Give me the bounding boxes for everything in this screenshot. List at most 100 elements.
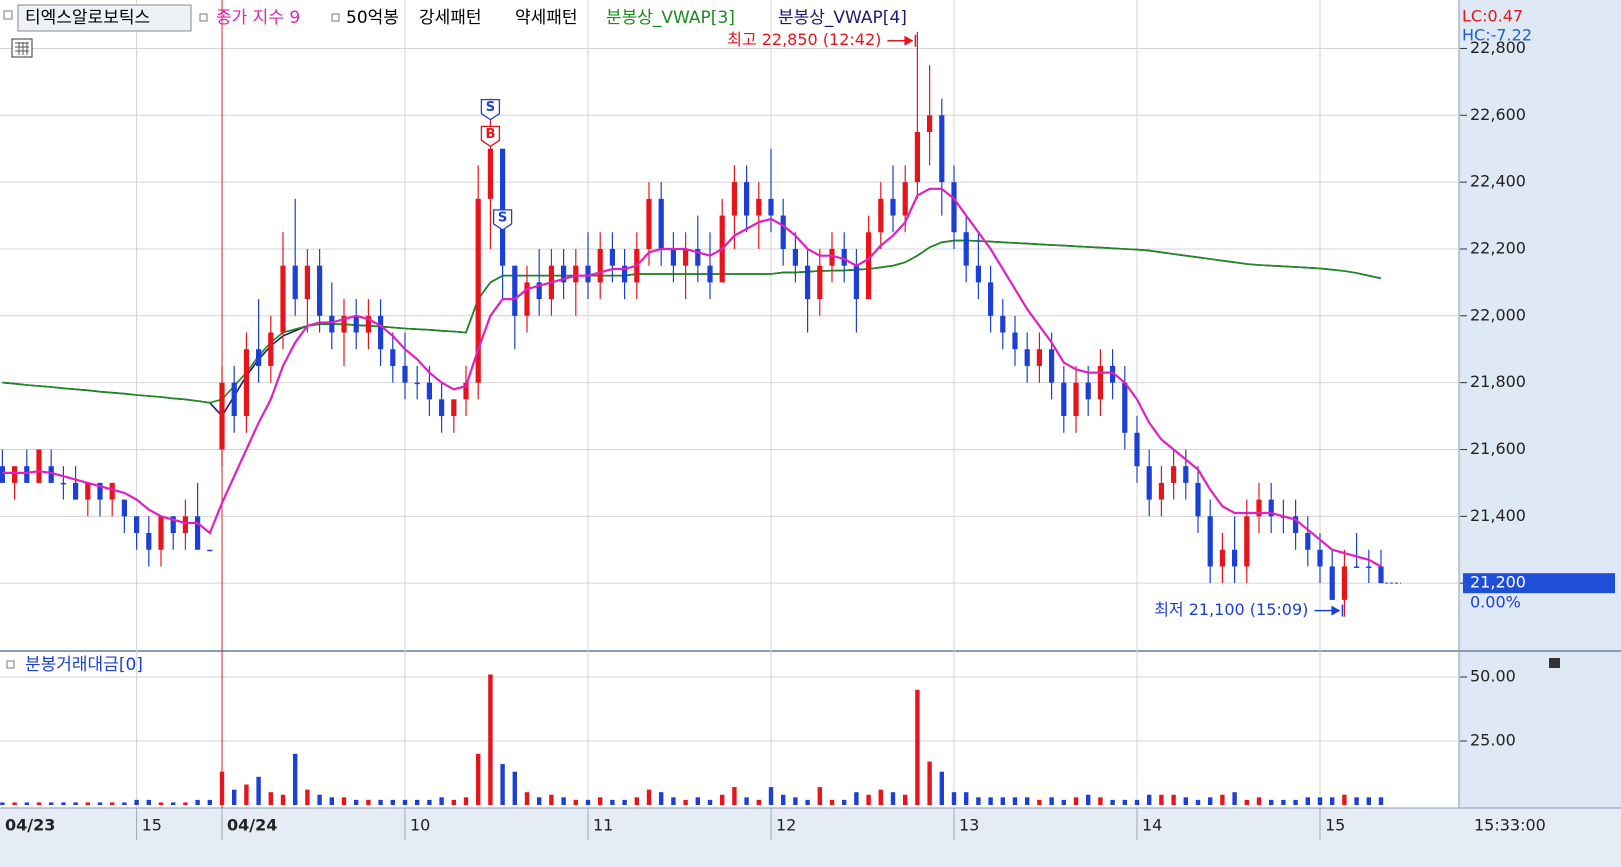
volume-bar xyxy=(1061,799,1066,805)
candle-body xyxy=(170,516,176,534)
volume-bar xyxy=(488,674,493,805)
volume-bar xyxy=(695,797,700,805)
volume-bar xyxy=(1134,799,1140,805)
candle-body xyxy=(231,382,237,417)
volume-bar xyxy=(854,792,859,805)
candle-body xyxy=(1329,566,1335,600)
y-tick-label: 22,000 xyxy=(1470,305,1526,324)
x-tick-label: 13 xyxy=(959,816,979,835)
volume-bar xyxy=(12,802,17,805)
grid xyxy=(0,0,1458,808)
candle-body xyxy=(1049,349,1055,383)
volume-bar xyxy=(951,792,957,805)
volume-bar xyxy=(573,799,578,805)
volume-bar xyxy=(561,797,566,805)
annotation: 최고 22,850 (12:42) xyxy=(727,30,881,49)
volume-bar xyxy=(268,792,273,805)
indicator[interactable]: 강세패턴 xyxy=(419,8,482,28)
volume-bar xyxy=(524,792,530,805)
volume-bar xyxy=(439,797,444,805)
table-icon[interactable] xyxy=(11,38,33,58)
volume-bar xyxy=(1378,797,1384,805)
candle-body xyxy=(744,182,750,216)
volume-bar xyxy=(634,797,639,805)
candle-body xyxy=(268,332,274,366)
volume-bar xyxy=(671,797,676,805)
candle-body xyxy=(1207,516,1213,567)
candle-body xyxy=(805,265,811,300)
candle-body xyxy=(1024,349,1030,366)
volume-bar xyxy=(73,802,78,805)
candle-body xyxy=(85,482,91,500)
x-tick-label: 12 xyxy=(776,816,796,835)
candle-body xyxy=(414,382,420,385)
candle-body xyxy=(1305,533,1311,550)
symbol[interactable]: 티엑스알로보틱스 xyxy=(25,8,150,28)
candle-body xyxy=(219,382,225,450)
candle-body xyxy=(0,466,5,483)
icon-frame[interactable] xyxy=(11,38,33,58)
candle-body xyxy=(463,382,469,400)
volume-bar xyxy=(1073,797,1079,805)
volume-bar xyxy=(0,802,5,805)
indicator[interactable]: 50억봉 xyxy=(346,8,399,28)
volume-bar xyxy=(110,802,115,805)
candle-body xyxy=(756,198,762,216)
candle-body xyxy=(841,248,847,266)
volume-bar xyxy=(1305,797,1310,805)
volume-bar xyxy=(1256,797,1262,805)
candle-body xyxy=(97,482,103,500)
x-tick-label: 04/23 xyxy=(5,816,55,835)
legend-entry[interactable]: 분봉상_VWAP[3] xyxy=(606,8,735,28)
volume-bar xyxy=(293,753,298,805)
volume-bar xyxy=(549,794,554,805)
candle-body xyxy=(1012,332,1018,350)
volume-bar xyxy=(805,799,810,805)
candle-body xyxy=(658,198,664,249)
volume-bar xyxy=(1110,799,1115,805)
close-icon[interactable] xyxy=(1549,658,1560,668)
candle-body xyxy=(817,265,823,300)
candle-body xyxy=(475,198,481,383)
candle-body xyxy=(902,182,908,216)
volume-bar xyxy=(585,799,591,805)
signal-label: S xyxy=(498,210,507,225)
candle-body xyxy=(1158,482,1164,500)
volume-bar xyxy=(61,802,66,805)
candle-body xyxy=(378,315,384,350)
icon-lines xyxy=(15,42,29,55)
volume-bar xyxy=(927,761,932,805)
axes: 21,200 21,400 21,600 21,800 22,000 22,200 22,4… xyxy=(5,38,1615,840)
volume-plot xyxy=(0,674,1384,805)
volume-bar xyxy=(1098,797,1103,805)
volume-bar xyxy=(341,797,347,805)
candle-body xyxy=(951,182,957,233)
volume-bar xyxy=(890,792,896,805)
time-axis-panel xyxy=(0,808,1621,867)
candle-body xyxy=(683,248,689,266)
symbol-button[interactable] xyxy=(17,4,192,32)
legend-entry[interactable]: 분봉상_VWAP[4] xyxy=(778,8,907,28)
volume-bar xyxy=(768,787,774,805)
candle-body xyxy=(585,265,591,283)
volume-bar xyxy=(1232,792,1237,805)
candle-body xyxy=(1085,382,1091,400)
candle-body xyxy=(1061,382,1067,417)
candle-body xyxy=(878,198,884,233)
volume-bar xyxy=(500,764,505,805)
candle-body xyxy=(292,265,298,300)
volume-title: 분봉거래대금[0] xyxy=(25,655,143,675)
candle-body xyxy=(1378,566,1384,584)
candle-body xyxy=(1219,549,1225,567)
volume-bar xyxy=(256,776,261,805)
volume-bar xyxy=(1220,794,1225,805)
volume-bar xyxy=(146,799,151,805)
indicator[interactable]: 약세패턴 xyxy=(515,8,578,28)
volume-bar xyxy=(1354,797,1359,805)
legend-entry[interactable]: 종가 지수 9 xyxy=(216,8,300,28)
candle-body xyxy=(195,516,201,550)
y-tick-label: 22,400 xyxy=(1470,172,1526,191)
candle-body xyxy=(36,449,42,483)
